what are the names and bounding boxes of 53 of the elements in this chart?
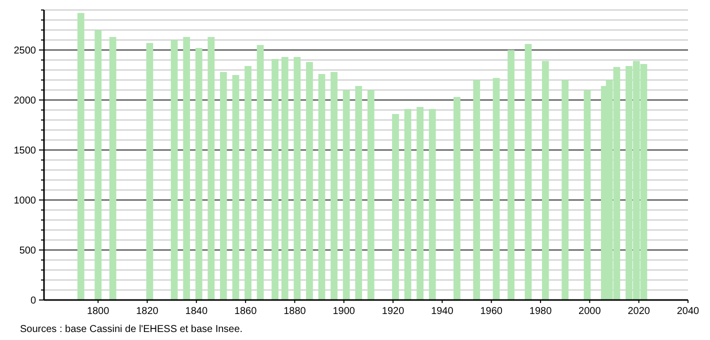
bar	[306, 62, 313, 300]
bar	[244, 66, 252, 300]
x-tick-label: 2020	[628, 306, 650, 317]
bar	[146, 43, 154, 300]
bar	[330, 72, 338, 300]
bar	[109, 37, 116, 300]
x-tick-label: 1840	[185, 306, 208, 317]
bar	[195, 48, 202, 300]
bar	[542, 61, 549, 300]
bar	[208, 37, 215, 300]
source-note: Sources : base Cassini de l'EHESS et base Insee.	[20, 324, 243, 335]
bar	[454, 97, 460, 300]
x-tick-label: 1960	[480, 306, 503, 317]
bar	[232, 75, 240, 300]
bar	[170, 40, 178, 300]
y-tick-label: 2000	[14, 96, 36, 106]
bar	[367, 90, 374, 300]
bar	[524, 44, 532, 300]
x-tick-label: 1980	[529, 306, 552, 317]
x-tick-label: 2040	[676, 306, 700, 317]
bar	[584, 90, 591, 300]
x-tick-label: 1900	[332, 306, 356, 317]
bar	[294, 57, 301, 300]
x-tick-label: 1880	[284, 306, 306, 317]
bar	[428, 109, 436, 300]
bar	[256, 45, 264, 300]
bar	[272, 59, 278, 300]
bar	[220, 72, 227, 300]
bar	[416, 107, 424, 300]
y-tick-label: 1500	[14, 146, 36, 156]
bar	[473, 80, 480, 300]
bar	[404, 109, 412, 300]
bar	[508, 50, 514, 300]
bar	[94, 30, 102, 300]
bar	[392, 114, 399, 300]
bar	[183, 37, 190, 300]
x-tick-label: 1920	[382, 306, 405, 317]
x-tick-label: 1860	[234, 306, 258, 317]
y-tick-label: 1000	[14, 196, 36, 206]
y-tick-label: 2500	[14, 46, 36, 56]
bar	[318, 74, 326, 300]
x-tick-label: 1820	[136, 306, 159, 317]
bar	[342, 90, 350, 300]
x-tick-label: 2000	[578, 306, 602, 317]
bar	[492, 78, 500, 300]
bar	[281, 57, 288, 300]
bar	[355, 86, 362, 300]
x-tick-label: 1940	[431, 306, 454, 317]
y-tick-label: 0	[30, 296, 36, 306]
bar	[562, 80, 569, 300]
y-tick-label: 500	[19, 246, 36, 256]
bar	[77, 13, 84, 300]
x-tick-label: 1800	[86, 306, 110, 317]
